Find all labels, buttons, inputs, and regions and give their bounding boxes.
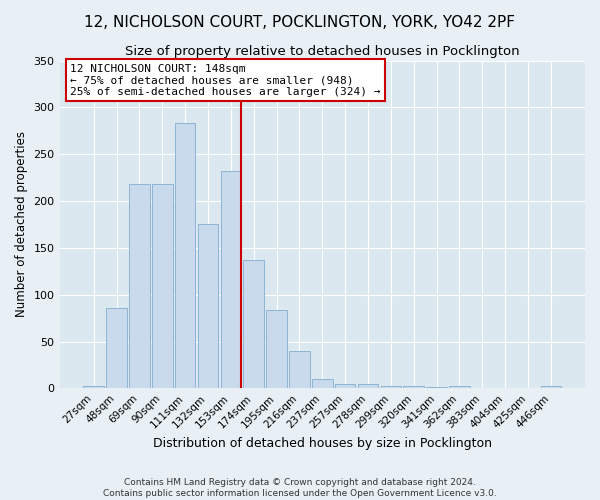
Bar [175, 124, 196, 388]
Bar [244, 260, 264, 388]
Bar [152, 184, 173, 388]
Bar [403, 386, 424, 388]
X-axis label: Distribution of detached houses by size in Pocklington: Distribution of detached houses by size … [153, 437, 492, 450]
Bar [266, 310, 287, 388]
Bar [289, 351, 310, 389]
Bar [358, 384, 378, 388]
Bar [541, 386, 561, 388]
Bar [106, 308, 127, 388]
Bar [380, 386, 401, 388]
Bar [449, 386, 470, 388]
Text: Contains HM Land Registry data © Crown copyright and database right 2024.
Contai: Contains HM Land Registry data © Crown c… [103, 478, 497, 498]
Text: 12, NICHOLSON COURT, POCKLINGTON, YORK, YO42 2PF: 12, NICHOLSON COURT, POCKLINGTON, YORK, … [85, 15, 515, 30]
Y-axis label: Number of detached properties: Number of detached properties [15, 132, 28, 318]
Bar [335, 384, 355, 388]
Text: 12 NICHOLSON COURT: 148sqm
← 75% of detached houses are smaller (948)
25% of sem: 12 NICHOLSON COURT: 148sqm ← 75% of deta… [70, 64, 380, 97]
Bar [129, 184, 150, 388]
Bar [83, 386, 104, 388]
Bar [221, 171, 241, 388]
Title: Size of property relative to detached houses in Pocklington: Size of property relative to detached ho… [125, 45, 520, 58]
Bar [198, 224, 218, 388]
Bar [312, 379, 332, 388]
